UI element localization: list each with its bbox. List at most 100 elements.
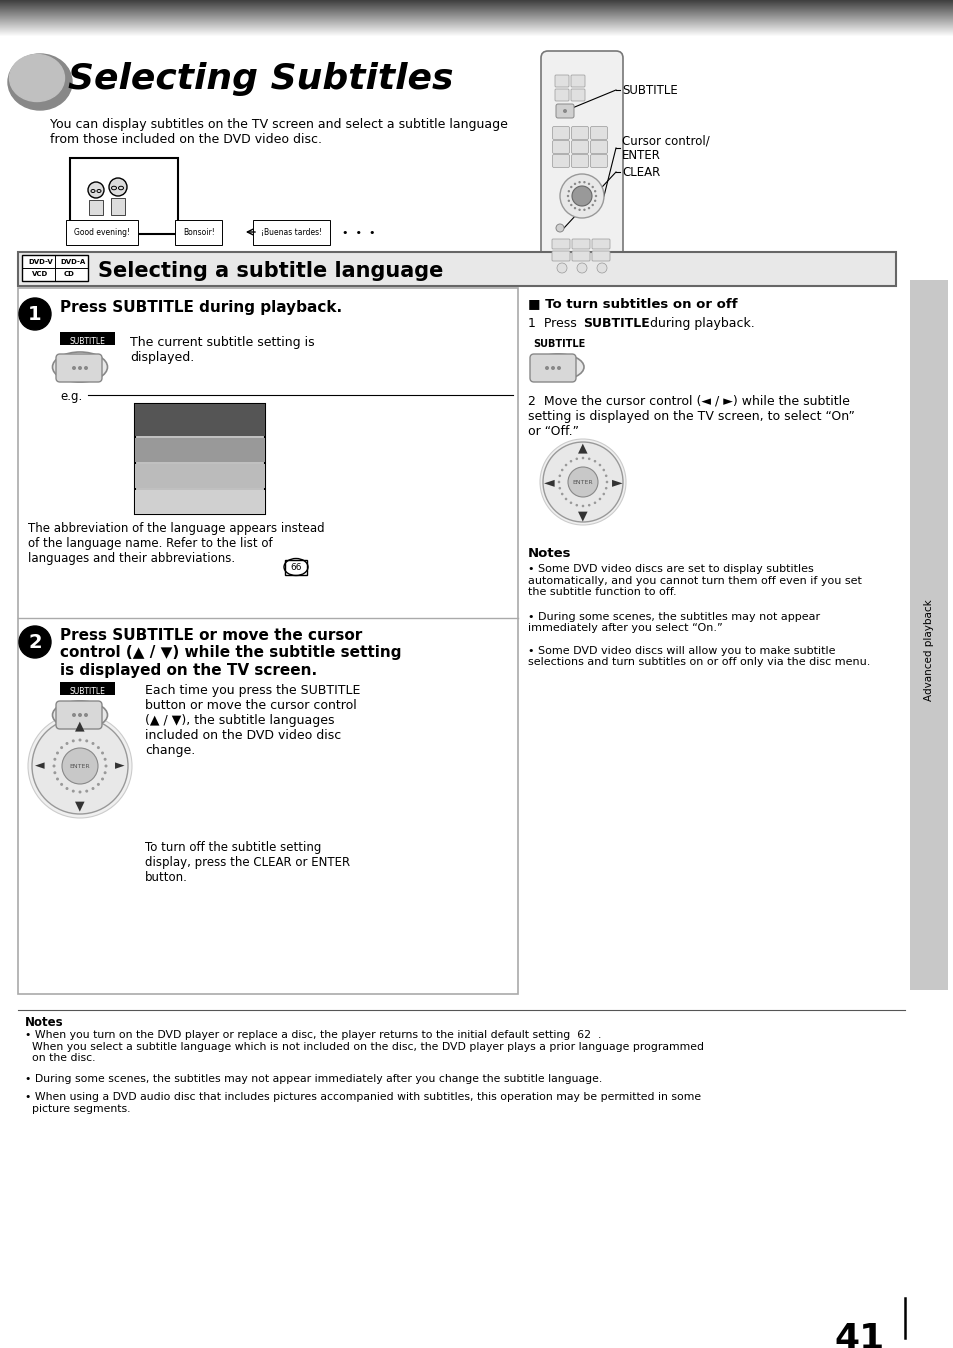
Text: Bonsoir!: Bonsoir! bbox=[183, 228, 214, 237]
Text: 2  Move the cursor control (◄ / ►) while the subtitle
setting is displayed on th: 2 Move the cursor control (◄ / ►) while … bbox=[527, 395, 854, 438]
FancyBboxPatch shape bbox=[556, 104, 574, 119]
Circle shape bbox=[578, 209, 580, 212]
Text: 1: 1 bbox=[29, 306, 42, 325]
Text: •  •  •: • • • bbox=[341, 228, 375, 239]
Bar bbox=[60, 332, 115, 345]
Circle shape bbox=[573, 208, 576, 209]
Text: SUBTITLE: SUBTITLE bbox=[69, 337, 105, 346]
Circle shape bbox=[56, 751, 59, 755]
Circle shape bbox=[581, 457, 583, 460]
Text: DVD-V: DVD-V bbox=[28, 259, 52, 266]
Circle shape bbox=[71, 790, 74, 793]
Text: The abbreviation of the language appears instead
of the language name. Refer to : The abbreviation of the language appears… bbox=[28, 522, 324, 565]
Circle shape bbox=[91, 787, 94, 790]
Circle shape bbox=[78, 739, 81, 741]
Circle shape bbox=[60, 745, 63, 749]
Text: The current subtitle setting is
displayed.: The current subtitle setting is displaye… bbox=[130, 336, 314, 364]
Circle shape bbox=[591, 186, 594, 189]
Bar bbox=[135, 404, 265, 435]
Text: ENTER: ENTER bbox=[70, 763, 91, 768]
Circle shape bbox=[582, 181, 585, 183]
Text: ▼: ▼ bbox=[578, 510, 587, 523]
Circle shape bbox=[56, 778, 59, 780]
Circle shape bbox=[594, 190, 596, 193]
Bar bbox=[285, 559, 307, 576]
Circle shape bbox=[604, 474, 607, 477]
Circle shape bbox=[19, 625, 51, 658]
Text: • During some scenes, the subtitles may not appear immediately after you change : • During some scenes, the subtitles may … bbox=[25, 1074, 601, 1084]
Bar bbox=[89, 200, 103, 214]
Circle shape bbox=[558, 481, 559, 484]
Circle shape bbox=[602, 469, 604, 472]
Text: Advanced playback: Advanced playback bbox=[923, 599, 933, 701]
Text: • When you turn on the DVD player or replace a disc, the player returns to the i: • When you turn on the DVD player or rep… bbox=[25, 1030, 703, 1064]
FancyBboxPatch shape bbox=[56, 701, 102, 729]
Circle shape bbox=[573, 183, 576, 185]
Circle shape bbox=[557, 263, 566, 274]
Circle shape bbox=[28, 714, 132, 818]
Bar bbox=[111, 198, 125, 214]
Text: SUBTITLE: SUBTITLE bbox=[582, 317, 649, 330]
Circle shape bbox=[560, 469, 563, 472]
Circle shape bbox=[602, 493, 604, 495]
Circle shape bbox=[558, 487, 560, 489]
Text: 66: 66 bbox=[290, 562, 301, 572]
Circle shape bbox=[577, 263, 586, 274]
Circle shape bbox=[32, 718, 128, 814]
Text: ►: ► bbox=[611, 474, 621, 489]
Bar bbox=[135, 491, 265, 514]
Circle shape bbox=[570, 204, 572, 206]
Circle shape bbox=[78, 713, 82, 717]
FancyBboxPatch shape bbox=[555, 89, 568, 101]
Text: ◄: ◄ bbox=[543, 474, 554, 489]
Bar bbox=[135, 438, 265, 462]
Circle shape bbox=[105, 764, 108, 767]
Text: 1  Press: 1 Press bbox=[527, 317, 580, 330]
Circle shape bbox=[598, 464, 600, 466]
Text: Selecting Subtitles: Selecting Subtitles bbox=[68, 62, 453, 96]
Bar bbox=[60, 682, 115, 696]
Text: Press SUBTITLE during playback.: Press SUBTITLE during playback. bbox=[60, 301, 342, 315]
Text: SUBTITLE: SUBTITLE bbox=[533, 338, 584, 349]
Circle shape bbox=[593, 501, 596, 504]
FancyBboxPatch shape bbox=[530, 355, 576, 381]
Circle shape bbox=[605, 481, 608, 484]
Circle shape bbox=[593, 460, 596, 462]
Circle shape bbox=[564, 464, 567, 466]
FancyBboxPatch shape bbox=[552, 127, 569, 139]
Text: • During some scenes, the subtitles may not appear
immediately after you select : • During some scenes, the subtitles may … bbox=[527, 612, 820, 634]
FancyBboxPatch shape bbox=[552, 251, 569, 262]
Circle shape bbox=[598, 497, 600, 500]
Circle shape bbox=[84, 367, 88, 369]
Circle shape bbox=[560, 493, 563, 495]
Circle shape bbox=[556, 224, 563, 232]
FancyBboxPatch shape bbox=[552, 140, 569, 154]
Circle shape bbox=[567, 190, 570, 193]
Text: Each time you press the SUBTITLE
button or move the cursor control
(▲ / ▼), the : Each time you press the SUBTITLE button … bbox=[145, 683, 360, 758]
Circle shape bbox=[566, 195, 569, 197]
Text: • Some DVD video discs are set to display subtitles
automatically, and you canno: • Some DVD video discs are set to displa… bbox=[527, 563, 861, 597]
Circle shape bbox=[562, 109, 566, 113]
FancyBboxPatch shape bbox=[572, 239, 589, 249]
Circle shape bbox=[575, 457, 578, 460]
Text: SUBTITLE: SUBTITLE bbox=[69, 687, 105, 697]
FancyBboxPatch shape bbox=[590, 155, 607, 167]
Circle shape bbox=[551, 367, 555, 369]
Circle shape bbox=[567, 466, 598, 497]
Circle shape bbox=[575, 504, 578, 507]
Circle shape bbox=[78, 790, 81, 794]
Text: SUBTITLE: SUBTITLE bbox=[621, 84, 677, 97]
Text: Good evening!: Good evening! bbox=[74, 228, 130, 237]
Circle shape bbox=[570, 186, 572, 189]
Ellipse shape bbox=[8, 54, 71, 111]
FancyBboxPatch shape bbox=[56, 355, 102, 381]
Circle shape bbox=[84, 713, 88, 717]
Circle shape bbox=[52, 764, 55, 767]
Text: ▼: ▼ bbox=[75, 799, 85, 813]
Circle shape bbox=[542, 442, 622, 522]
Circle shape bbox=[62, 748, 98, 785]
Text: ¡Buenas tardes!: ¡Buenas tardes! bbox=[261, 228, 322, 237]
Circle shape bbox=[60, 783, 63, 786]
Circle shape bbox=[591, 204, 594, 206]
Circle shape bbox=[101, 778, 104, 780]
